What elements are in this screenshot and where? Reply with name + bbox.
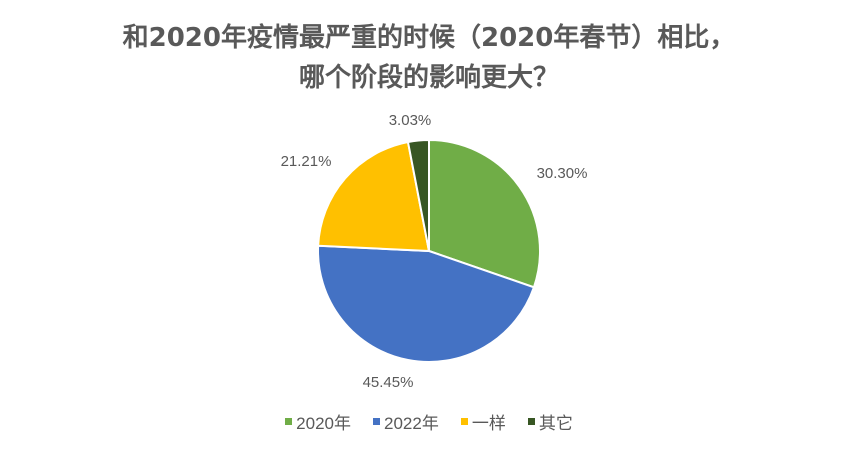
data-label-1: 45.45% bbox=[363, 374, 414, 391]
legend-label: 2022年 bbox=[384, 414, 439, 433]
pie-slice-1 bbox=[317, 244, 536, 363]
pie-slice-0 bbox=[428, 138, 541, 289]
legend: 2020年 2022年 一样 其它 bbox=[0, 409, 858, 434]
legend-item-2020: 2020年 bbox=[285, 409, 351, 434]
pie-slice-2 bbox=[317, 140, 431, 253]
legend-item-2022: 2022年 bbox=[373, 409, 439, 434]
data-label-0: 30.30% bbox=[537, 165, 588, 182]
chart-title-line-1: 和2020年疫情最严重的时候（2020年春节）相比， bbox=[122, 23, 736, 53]
legend-swatch bbox=[460, 418, 468, 425]
pie-slice-3 bbox=[406, 138, 430, 252]
chart-title-line-2: 哪个阶段的影响更大？ bbox=[298, 63, 559, 93]
legend-swatch bbox=[285, 418, 293, 425]
legend-label: 一样 bbox=[471, 414, 506, 433]
data-label-3: 3.03% bbox=[389, 112, 432, 129]
legend-swatch bbox=[373, 418, 380, 425]
legend-label: 2020年 bbox=[296, 414, 351, 433]
legend-item-other: 其它 bbox=[527, 409, 573, 434]
data-label-2: 21.21% bbox=[281, 153, 332, 170]
legend-item-same: 一样 bbox=[460, 409, 506, 434]
legend-label: 其它 bbox=[538, 414, 573, 433]
legend-swatch bbox=[527, 418, 535, 425]
